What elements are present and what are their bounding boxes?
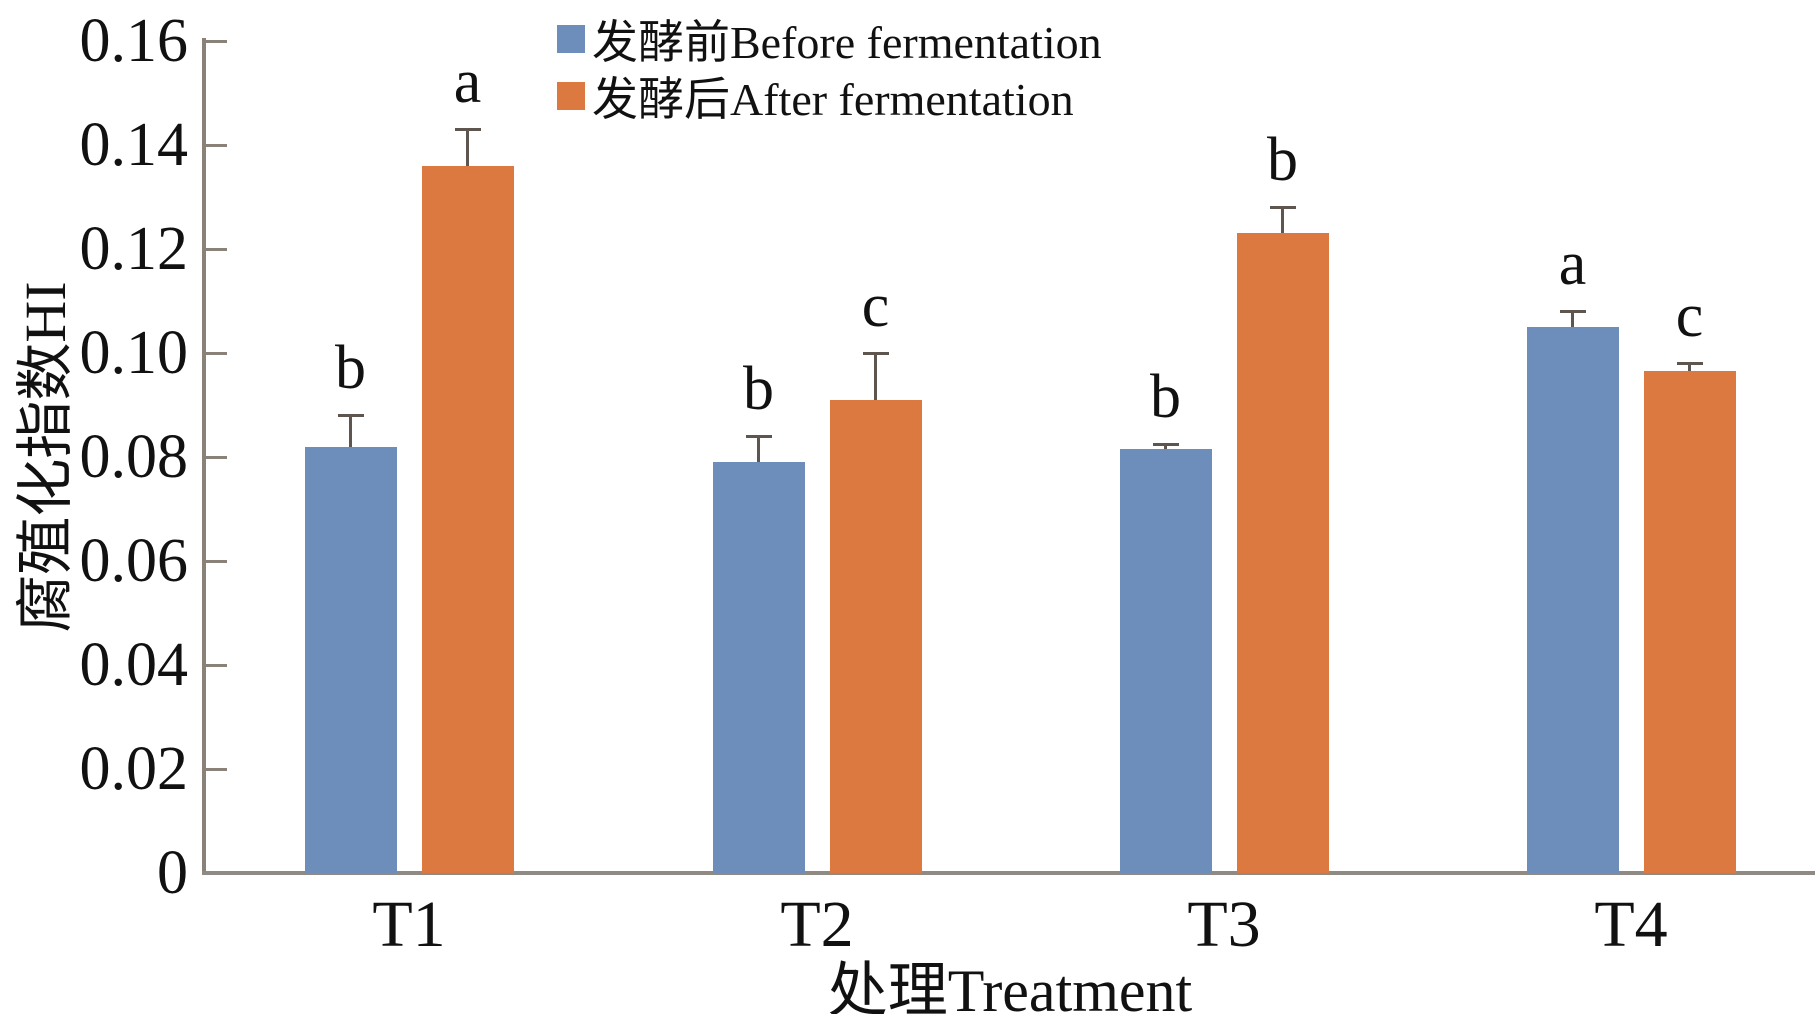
legend-item-before-fermentation: 发酵前Before fermentation (557, 10, 1102, 68)
y-tick-label: 0 (157, 839, 188, 907)
legend-label-before-fermentation: 发酵前Before fermentation (592, 16, 1102, 68)
legend-item-after-fermentation: 发酵后After fermentation (557, 67, 1102, 125)
error-bar-after-T2 (874, 353, 877, 400)
x-tick-label-T2: T2 (780, 888, 854, 961)
x-tick-label-T3: T3 (1187, 888, 1261, 961)
y-tick-mark (205, 663, 227, 667)
error-bar-cap-after-T4 (1676, 361, 1703, 365)
significance-letter-after-T2: c (861, 272, 890, 340)
legend-swatch-after-fermentation (557, 81, 585, 110)
error-bar-cap-after-T1 (454, 127, 481, 131)
x-tick-label-T1: T1 (372, 888, 446, 961)
bar-after-T3 (1236, 233, 1329, 873)
bar-after-T1 (421, 165, 514, 873)
error-bar-before-T1 (349, 415, 352, 447)
y-tick-mark (205, 351, 227, 355)
y-tick-label: 0.04 (79, 631, 189, 699)
significance-letter-after-T4: c (1675, 282, 1704, 351)
significance-letter-before-T3: b (1150, 363, 1181, 431)
error-bar-after-T4 (1688, 363, 1691, 372)
error-bar-before-T2 (757, 436, 760, 463)
legend: 发酵前Before fermentation 发酵后After fermenta… (557, 10, 1102, 125)
significance-letter-before-T4: a (1558, 230, 1587, 299)
y-tick-mark (205, 455, 227, 459)
error-bar-before-T3 (1164, 444, 1167, 450)
y-tick-mark (205, 767, 227, 771)
x-tick-label-T4: T4 (1594, 888, 1668, 961)
error-bar-cap-before-T1 (337, 413, 364, 417)
y-tick-mark (205, 143, 227, 147)
error-bar-cap-before-T4 (1559, 309, 1586, 313)
error-bar-cap-before-T3 (1152, 442, 1179, 446)
y-tick-label: 0.16 (79, 7, 189, 75)
bar-before-T1 (304, 446, 397, 873)
y-tick-mark (205, 247, 227, 251)
y-tick-mark (205, 559, 227, 563)
y-tick-label: 0.08 (79, 423, 189, 491)
significance-letter-before-T1: b (335, 334, 366, 403)
y-tick-label: 0.02 (79, 735, 189, 803)
bar-before-T3 (1119, 449, 1212, 873)
error-bar-after-T3 (1281, 207, 1284, 234)
y-tick-label: 0.10 (79, 319, 189, 387)
y-tick-label: 0.12 (79, 215, 189, 283)
y-tick-mark (205, 39, 227, 43)
error-bar-cap-after-T3 (1269, 205, 1296, 209)
bar-before-T2 (712, 462, 805, 873)
significance-letter-after-T1: a (453, 48, 482, 117)
legend-label-after-fermentation: 发酵后After fermentation (592, 73, 1074, 125)
x-axis-title: 处理Treatment (827, 958, 1193, 1014)
error-bar-before-T4 (1571, 311, 1574, 327)
significance-letter-after-T3: b (1267, 126, 1298, 195)
y-axis-line (202, 38, 206, 875)
bar-after-T4 (1643, 371, 1736, 873)
legend-swatch-before-fermentation (557, 24, 585, 53)
error-bar-after-T1 (466, 129, 469, 166)
significance-letter-before-T2: b (743, 355, 774, 424)
error-bar-cap-before-T2 (745, 434, 772, 438)
bar-before-T4 (1526, 327, 1619, 873)
y-tick-label: 0.14 (79, 111, 189, 179)
error-bar-cap-after-T2 (862, 351, 889, 355)
bar-after-T2 (829, 399, 922, 873)
x-axis-line (202, 871, 1815, 875)
y-tick-label: 0.06 (79, 527, 189, 595)
